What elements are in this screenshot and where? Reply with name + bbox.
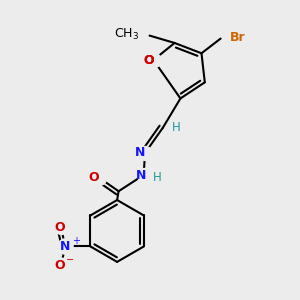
Text: −: − <box>66 255 74 265</box>
Text: +: + <box>72 236 80 246</box>
Text: O: O <box>89 172 100 184</box>
Text: H: H <box>153 171 162 184</box>
Text: CH$_3$: CH$_3$ <box>114 27 139 42</box>
Text: O: O <box>54 259 65 272</box>
Text: N: N <box>60 240 70 253</box>
Text: Br: Br <box>230 31 245 44</box>
Text: H: H <box>172 121 180 134</box>
Text: O: O <box>54 221 65 234</box>
Text: O: O <box>143 53 154 67</box>
Text: O: O <box>143 53 154 67</box>
Text: N: N <box>135 146 145 159</box>
Text: N: N <box>136 169 146 182</box>
